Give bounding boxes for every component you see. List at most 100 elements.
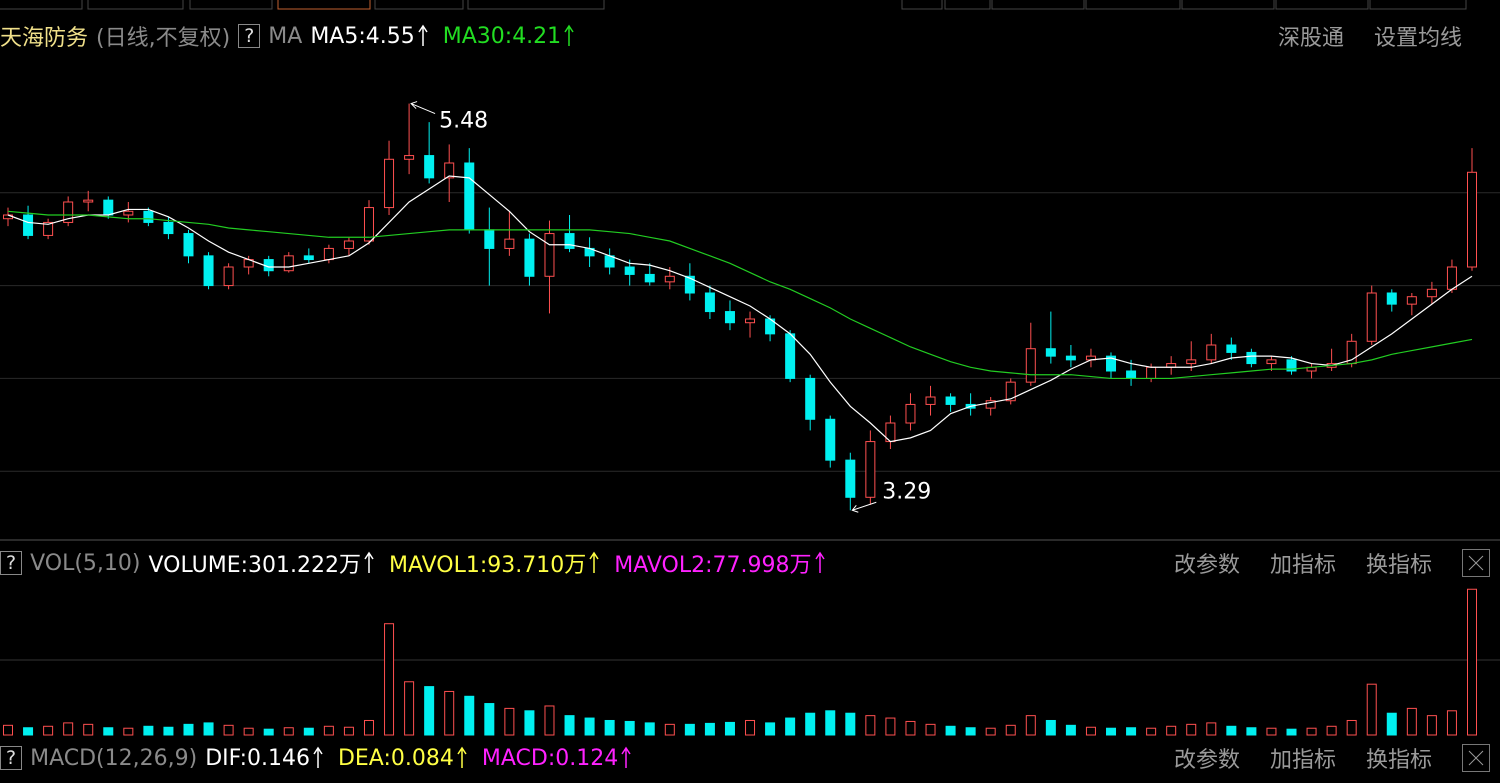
up-arrow (814, 551, 825, 573)
candle-body (1206, 344, 1217, 361)
candle-body (1045, 348, 1056, 357)
up-arrow (621, 746, 631, 768)
volume-bar (1306, 727, 1317, 736)
volume-bar (664, 723, 675, 736)
help-button[interactable]: ? (0, 746, 23, 770)
candle-body (1146, 366, 1157, 379)
candle-body (724, 311, 735, 324)
candle-body (1226, 344, 1237, 353)
add-indicator[interactable]: 加指标 (1269, 748, 1336, 773)
edit-params[interactable]: 改参数 (1173, 748, 1240, 773)
mavol1-label: MAVOL1:93.710万 (389, 553, 587, 578)
volume-bar (384, 623, 395, 736)
volume-bar (544, 705, 555, 736)
macd-header: ? MACD(12,26,9) DIF:0.146 DEA:0.084 MACD… (0, 741, 1500, 775)
volume-bar (1467, 588, 1477, 736)
volume-bar (1246, 727, 1257, 736)
candle-body (444, 162, 455, 179)
candle-body (945, 396, 956, 405)
volume-bar (243, 727, 254, 736)
volume-bar (343, 726, 354, 736)
switch-indicator[interactable]: 换指标 (1365, 748, 1432, 773)
dea-label: DEA:0.084 (337, 745, 454, 771)
candle-body (1186, 359, 1197, 365)
volume-bar (1106, 727, 1117, 736)
candle-body (384, 158, 395, 209)
candle-body (664, 275, 675, 283)
annotation-arrow (851, 501, 877, 513)
volume-bar (123, 727, 134, 736)
period: (日线,不复权) (96, 26, 231, 51)
volume-bar (3, 724, 13, 736)
close-button[interactable] (1462, 549, 1490, 577)
volume-bar (444, 690, 455, 736)
help-button[interactable]: ? (238, 24, 261, 48)
volume-bar (504, 707, 515, 736)
candle-body (504, 238, 515, 249)
candle-body (785, 333, 796, 379)
candle-body (424, 155, 435, 179)
header-actions: 深股通 设置均线 (1278, 20, 1470, 52)
candle-body (1266, 359, 1277, 365)
candle-body (43, 221, 54, 236)
high-label: 5.48 (439, 109, 488, 134)
ma-settings[interactable]: 设置均线 (1373, 26, 1462, 51)
up-arrow (564, 24, 574, 46)
candle-body (1386, 292, 1397, 305)
volume-bar (143, 725, 154, 736)
edit-params[interactable]: 改参数 (1173, 553, 1240, 578)
volume-bar (1085, 726, 1096, 736)
candle-body (644, 273, 655, 283)
volume-bar (905, 720, 916, 736)
panel-actions: 改参数 加指标 换指标 (1174, 742, 1490, 774)
candle-body (1106, 355, 1117, 372)
candle-body (1005, 381, 1016, 402)
stock-title: 天海防务 (0, 26, 89, 51)
volume-bar (363, 719, 374, 736)
volume-bar (1406, 707, 1417, 736)
ma-line (7, 175, 1473, 443)
volume-header: ? VOL(5,10) VOLUME:301.222万 MAVOL1:93.71… (0, 546, 1500, 580)
add-indicator[interactable]: 加指标 (1269, 553, 1336, 578)
dif-label: DIF:0.146 (205, 745, 310, 771)
volume-bar (825, 710, 836, 736)
volume-bar (925, 723, 936, 736)
switch-indicator[interactable]: 换指标 (1365, 553, 1432, 578)
volume-bar (1065, 724, 1076, 736)
candle-body (363, 207, 374, 242)
candle-body (905, 403, 916, 424)
volume-bar (765, 722, 776, 736)
candle-body (404, 155, 415, 160)
indicator-name: VOL(5,10) (30, 550, 141, 576)
volume-bar (1326, 725, 1337, 736)
candle-body (283, 255, 294, 272)
main-header: 天海防务 (日线,不复权) ? MA MA5:4.55 MA30:4.21 深股… (0, 19, 1500, 53)
volume-bar (1206, 722, 1217, 736)
volume-bar (1025, 715, 1036, 736)
volume-bar (624, 720, 635, 736)
candle-body (163, 221, 174, 235)
volume-bar (283, 727, 294, 736)
candle-body (564, 233, 575, 249)
candle-body (63, 201, 74, 223)
candle-body (624, 266, 635, 275)
volume-bar (63, 722, 74, 736)
volume-bar (644, 722, 655, 736)
volume-bar (1045, 719, 1056, 736)
low-label: 3.29 (882, 479, 931, 504)
volume-bar (1286, 728, 1297, 736)
volume-bar (785, 717, 796, 736)
volume-bar (1166, 725, 1177, 736)
close-button[interactable] (1462, 744, 1490, 772)
candle-body (865, 441, 876, 498)
candle-body (805, 377, 816, 420)
sgt-button[interactable]: 深股通 (1277, 26, 1344, 51)
candle-body (1065, 355, 1076, 361)
volume-bar (1005, 724, 1016, 736)
help-button[interactable]: ? (0, 551, 23, 575)
volume-bar (1426, 715, 1437, 736)
volume-bar (404, 681, 415, 736)
candle-body (223, 266, 234, 287)
candle-body (303, 255, 314, 261)
